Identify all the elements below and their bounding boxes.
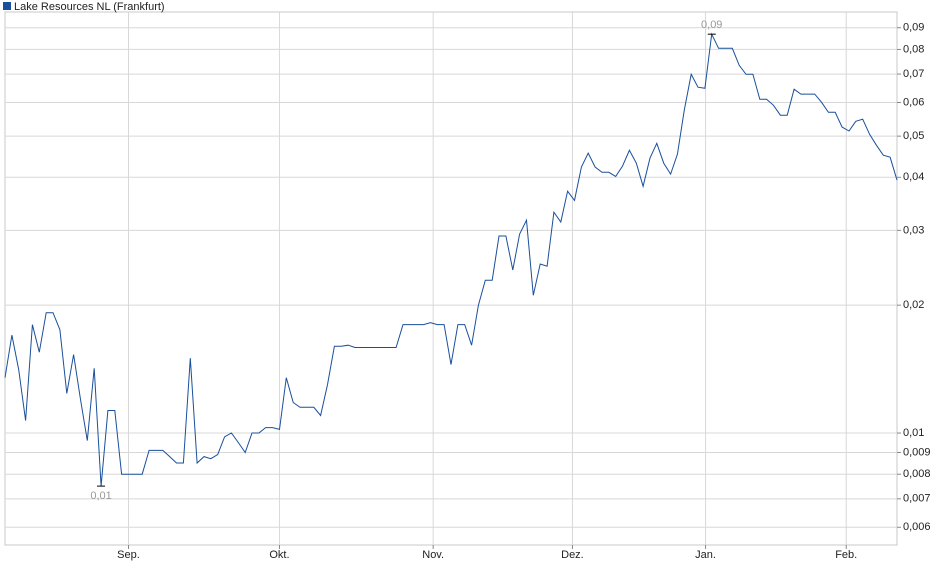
- y-tick-label: 0,01: [903, 427, 924, 439]
- legend-swatch: [3, 2, 11, 10]
- x-tick-label: Sep.: [117, 549, 140, 561]
- y-tick-label: 0,009: [903, 446, 931, 458]
- x-tick-label: Nov.: [422, 549, 444, 561]
- x-tick-label: Dez.: [561, 549, 584, 561]
- y-tick-label: 0,006: [903, 521, 931, 533]
- legend-label: Lake Resources NL (Frankfurt): [14, 1, 165, 13]
- y-tick-label: 0,02: [903, 299, 924, 311]
- price-line: [4, 32, 898, 487]
- high-label: 0,09: [701, 19, 722, 31]
- y-tick-label: 0,08: [903, 43, 924, 55]
- y-tick-label: 0,04: [903, 171, 924, 183]
- plot-frame: [4, 11, 898, 546]
- y-tick-label: 0,05: [903, 130, 924, 142]
- x-tick-label: Feb.: [835, 549, 857, 561]
- y-tick-label: 0,008: [903, 468, 931, 480]
- y-tick-label: 0,06: [903, 96, 924, 108]
- y-tick-label: 0,09: [903, 22, 924, 34]
- y-tick-label: 0,03: [903, 224, 924, 236]
- x-tick-label: Okt.: [269, 549, 289, 561]
- low-label: 0,01: [90, 490, 111, 502]
- y-tick-label: 0,07: [903, 68, 924, 80]
- y-tick-label: 0,007: [903, 493, 931, 505]
- x-tick-label: Jan.: [695, 549, 716, 561]
